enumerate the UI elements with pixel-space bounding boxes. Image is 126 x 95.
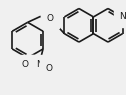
- Text: O: O: [47, 14, 54, 23]
- Text: O: O: [22, 60, 29, 69]
- Text: O: O: [45, 64, 52, 73]
- Text: N: N: [119, 12, 126, 21]
- Text: N: N: [36, 60, 42, 69]
